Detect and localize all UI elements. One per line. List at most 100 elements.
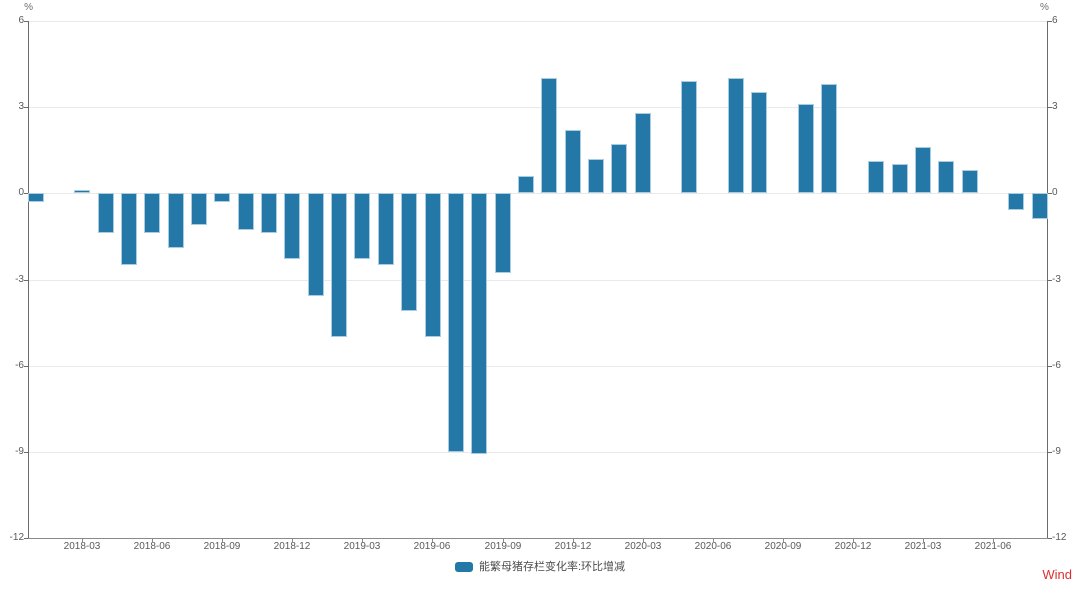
bar-2019-08[interactable] xyxy=(471,193,488,454)
bar-2021-02[interactable] xyxy=(891,164,908,193)
bar-2018-08[interactable] xyxy=(191,193,207,225)
x-axis-line xyxy=(28,538,1048,539)
bar-2018-12[interactable] xyxy=(284,193,301,259)
gridline--3 xyxy=(28,280,1047,281)
x-tick-2020-06 xyxy=(713,538,714,542)
y-tick-right-6 xyxy=(1047,21,1052,22)
gridline-6 xyxy=(28,21,1047,22)
x-tick-2020-03 xyxy=(643,538,644,542)
x-axis-label-2020-12: 2020-12 xyxy=(834,541,872,552)
gridline-3 xyxy=(28,107,1047,108)
y-tick-left--6 xyxy=(24,366,28,367)
bar-2020-10[interactable] xyxy=(798,104,815,193)
y-axis-label-left--6: -6 xyxy=(15,360,24,371)
y-tick-left-0 xyxy=(24,193,28,194)
x-tick-2021-03 xyxy=(923,538,924,542)
bar-2019-12[interactable] xyxy=(564,130,581,193)
gridline-0 xyxy=(28,193,1047,194)
y-tick-right--6 xyxy=(1047,366,1052,367)
x-tick-2019-03 xyxy=(362,538,363,542)
bar-2020-08[interactable] xyxy=(751,92,768,193)
y-axis-label-right--6: -6 xyxy=(1052,360,1061,371)
bar-2019-09[interactable] xyxy=(494,193,511,273)
x-axis-label-2019-03: 2019-03 xyxy=(343,541,381,552)
bar-2018-04[interactable] xyxy=(97,193,114,233)
bar-2021-08[interactable] xyxy=(1031,193,1048,219)
bar-2018-10[interactable] xyxy=(237,193,254,230)
y-tick-right-3 xyxy=(1047,107,1052,108)
bar-2020-03[interactable] xyxy=(634,113,651,193)
source-watermark: Wind xyxy=(1042,567,1072,582)
y-axis-label-right--3: -3 xyxy=(1052,274,1061,285)
x-tick-2019-06 xyxy=(432,538,433,542)
gridline--6 xyxy=(28,366,1047,367)
y-axis-label-left-3: 3 xyxy=(18,101,24,112)
bar-2019-07[interactable] xyxy=(447,193,464,452)
x-tick-2020-09 xyxy=(783,538,784,542)
y-tick-right-0 xyxy=(1047,193,1052,194)
bar-2019-04[interactable] xyxy=(377,193,394,265)
y-tick-left--3 xyxy=(24,280,28,281)
x-tick-2019-12 xyxy=(573,538,574,542)
y-tick-right--9 xyxy=(1047,452,1052,453)
x-tick-2020-12 xyxy=(853,538,854,542)
x-axis-label-2018-06: 2018-06 xyxy=(133,541,171,552)
x-axis-label-2021-03: 2021-03 xyxy=(904,541,942,552)
y-axis-label-left-0: 0 xyxy=(18,187,24,198)
bar-2018-06[interactable] xyxy=(144,193,161,233)
legend: 能繁母猪存栏变化率:环比增减 xyxy=(0,560,1080,574)
bar-2019-10[interactable] xyxy=(517,176,534,193)
x-tick-2019-09 xyxy=(503,538,504,542)
bar-2019-01[interactable] xyxy=(307,193,324,296)
y-axis-label-right-3: 3 xyxy=(1052,101,1058,112)
x-axis-label-2018-12: 2018-12 xyxy=(273,541,311,552)
x-tick-2018-12 xyxy=(292,538,293,542)
bar-2020-01[interactable] xyxy=(587,159,604,193)
x-tick-2021-06 xyxy=(993,538,994,542)
y-axis-label-right--12: -12 xyxy=(1052,532,1067,543)
bar-2018-01[interactable] xyxy=(27,193,44,202)
bar-2019-03[interactable] xyxy=(354,193,371,259)
bar-2018-11[interactable] xyxy=(261,193,277,233)
x-axis-label-2020-03: 2020-03 xyxy=(624,541,662,552)
bar-2018-09[interactable] xyxy=(214,193,231,202)
y-axis-unit-left: % xyxy=(24,2,33,13)
x-axis-label-2021-06: 2021-06 xyxy=(974,541,1012,552)
y-axis-line-right xyxy=(1047,21,1048,538)
bar-2018-07[interactable] xyxy=(167,193,184,248)
bar-2019-06[interactable] xyxy=(424,193,441,337)
x-axis-label-2018-03: 2018-03 xyxy=(63,541,101,552)
bar-2020-02[interactable] xyxy=(611,144,628,193)
bar-2019-11[interactable] xyxy=(541,78,558,193)
x-tick-2018-06 xyxy=(152,538,153,542)
x-axis-label-2019-12: 2019-12 xyxy=(554,541,592,552)
y-axis-label-right-6: 6 xyxy=(1052,15,1058,26)
x-axis-label-2020-09: 2020-09 xyxy=(764,541,802,552)
bar-2021-04[interactable] xyxy=(938,161,955,193)
y-tick-left-3 xyxy=(24,107,28,108)
y-tick-left--12 xyxy=(24,538,28,539)
bar-2021-05[interactable] xyxy=(961,170,978,193)
y-axis-line-left xyxy=(28,21,29,538)
bar-2018-03[interactable] xyxy=(74,190,91,193)
bar-2019-05[interactable] xyxy=(401,193,418,311)
x-axis-label-2020-06: 2020-06 xyxy=(694,541,732,552)
legend-swatch-icon xyxy=(454,562,473,572)
bar-2021-01[interactable] xyxy=(868,161,885,193)
y-axis-unit-right: % xyxy=(1040,2,1049,13)
y-tick-left--9 xyxy=(24,452,28,453)
bar-2020-07[interactable] xyxy=(728,78,744,193)
legend-series-label[interactable]: 能繁母猪存栏变化率:环比增减 xyxy=(478,561,626,573)
y-axis-label-left--12: -12 xyxy=(9,532,24,543)
y-axis-label-left--9: -9 xyxy=(15,446,24,457)
bar-2021-03[interactable] xyxy=(914,147,931,193)
x-axis-label-2019-09: 2019-09 xyxy=(484,541,522,552)
bar-2021-07[interactable] xyxy=(1008,193,1025,210)
bar-2018-05[interactable] xyxy=(120,193,137,265)
x-axis-label-2018-09: 2018-09 xyxy=(203,541,241,552)
bar-2020-11[interactable] xyxy=(821,84,838,193)
x-axis-label-2019-06: 2019-06 xyxy=(413,541,451,552)
bar-2019-02[interactable] xyxy=(331,193,348,337)
bar-2020-05[interactable] xyxy=(681,81,698,193)
